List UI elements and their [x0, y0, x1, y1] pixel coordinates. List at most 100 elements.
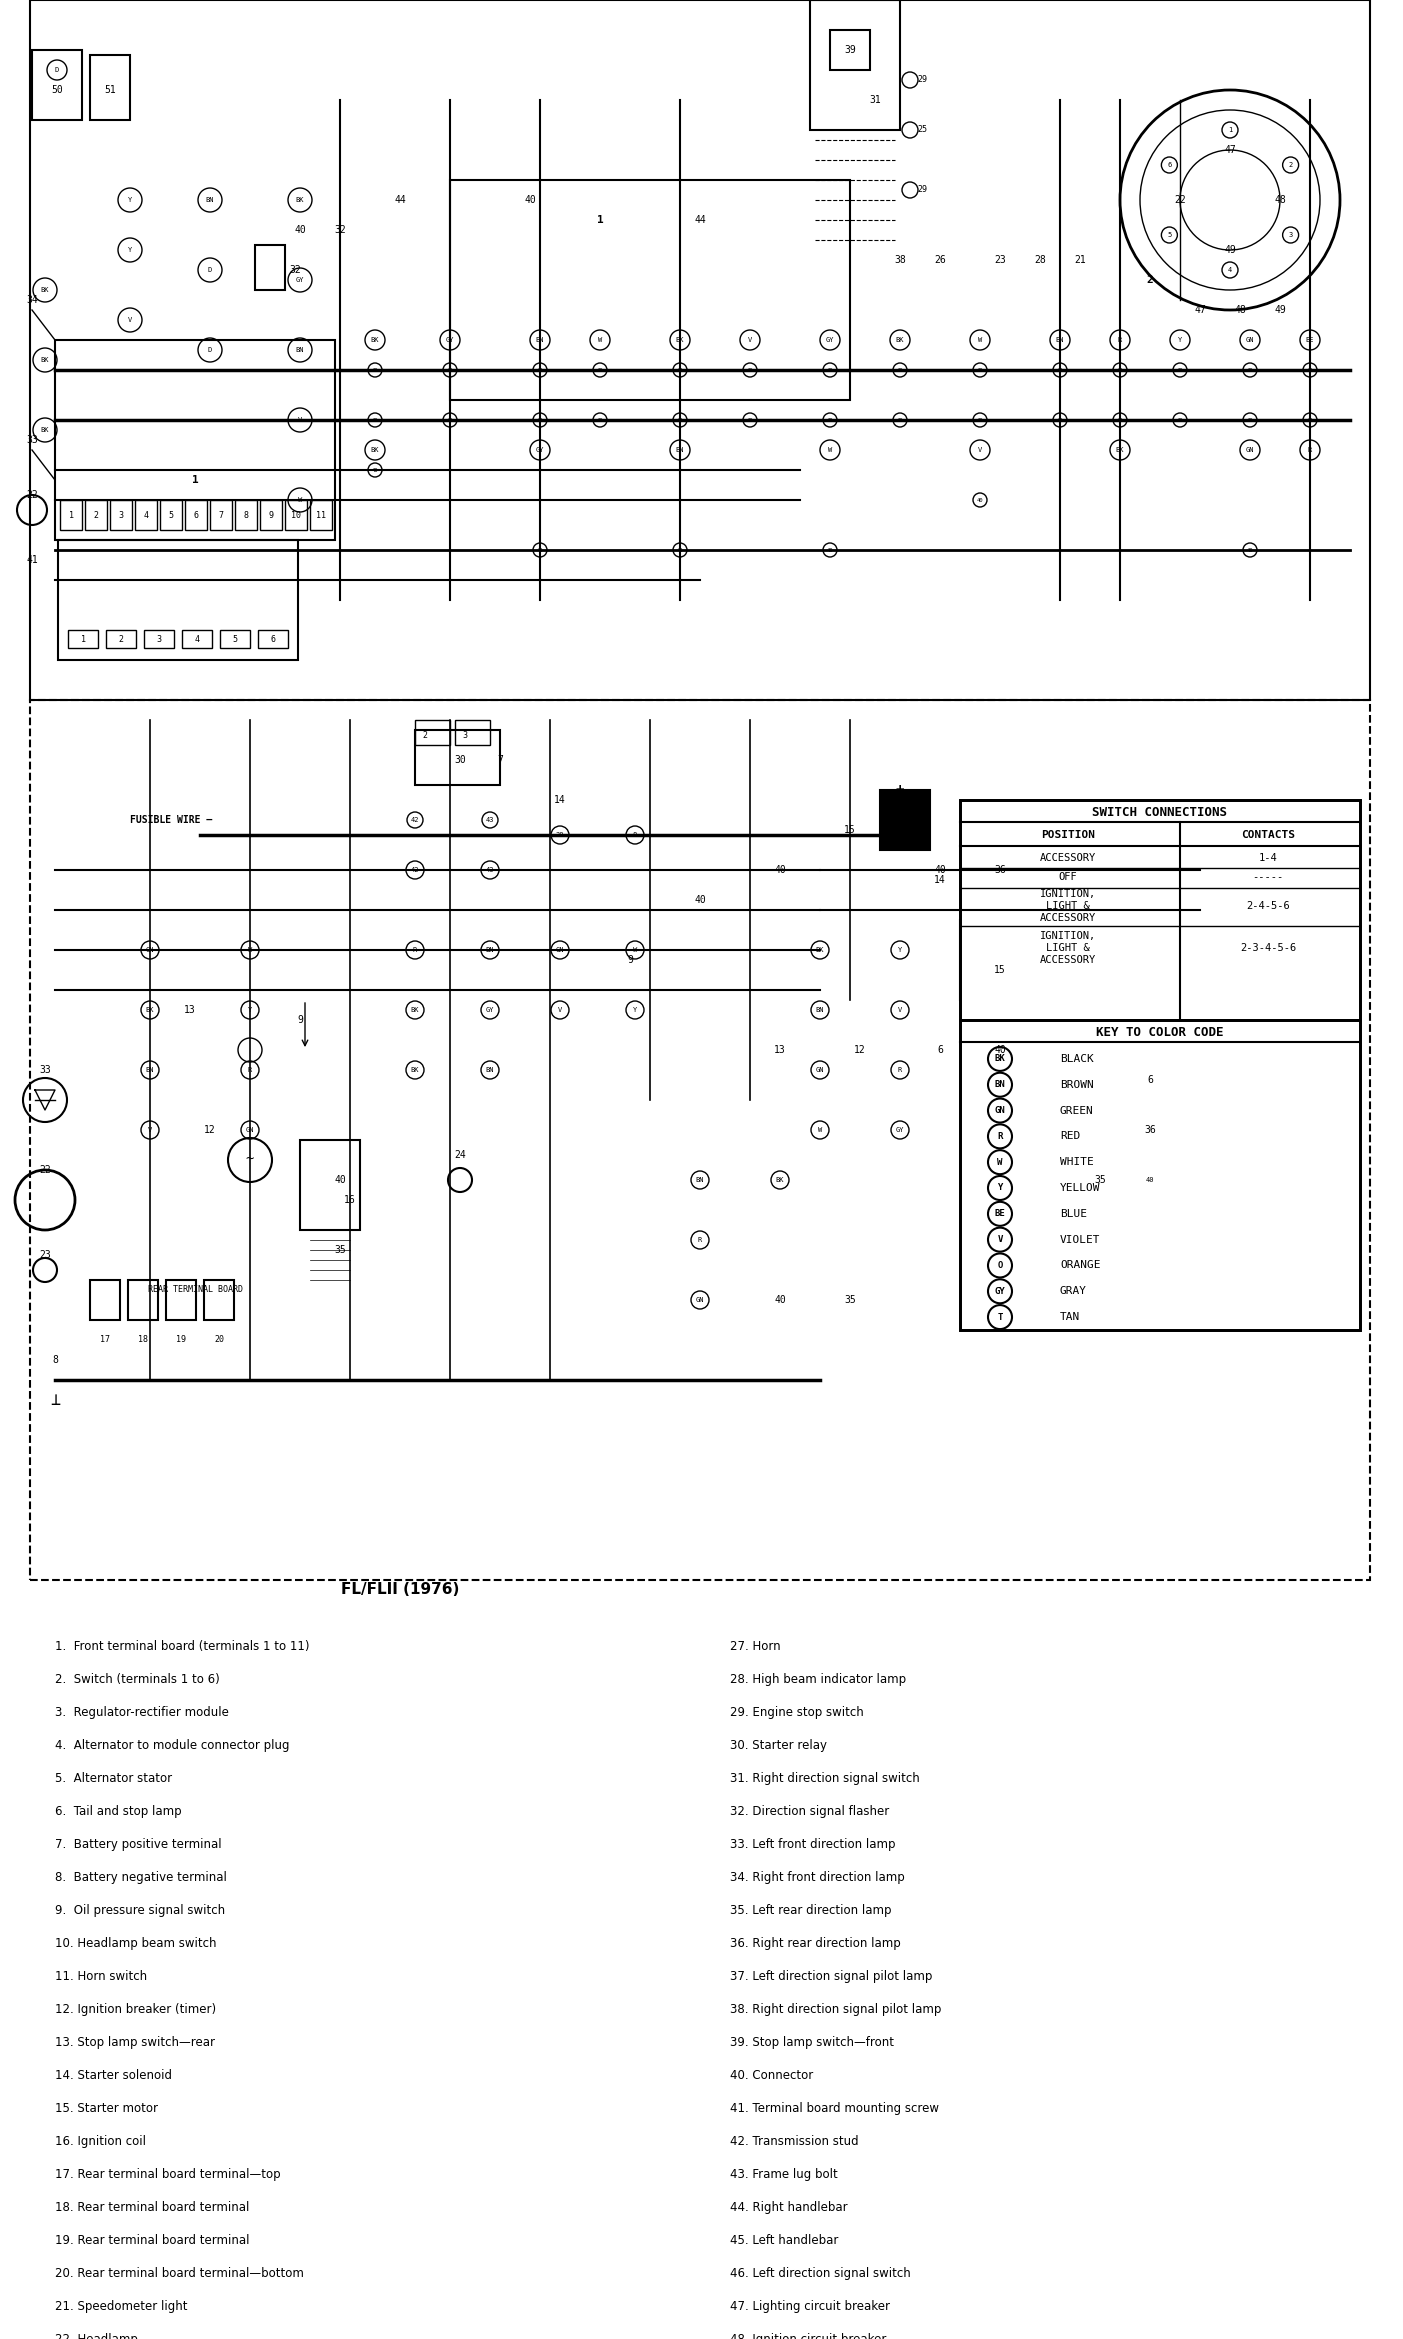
Text: BN: BN — [676, 447, 685, 454]
Text: 35. Left rear direction lamp: 35. Left rear direction lamp — [730, 1904, 891, 1918]
Text: 37. Left direction signal pilot lamp: 37. Left direction signal pilot lamp — [730, 1969, 933, 1983]
Text: 5: 5 — [1167, 232, 1172, 239]
Text: 9: 9 — [297, 1015, 303, 1024]
Text: 9: 9 — [268, 510, 274, 519]
Text: 43. Frame lug bolt: 43. Frame lug bolt — [730, 2168, 838, 2180]
Text: 6: 6 — [271, 636, 275, 646]
Text: 40: 40 — [596, 416, 603, 423]
Text: 32: 32 — [289, 264, 300, 276]
Text: 40: 40 — [897, 416, 904, 423]
Text: 40: 40 — [446, 367, 453, 372]
Text: -----: ----- — [1253, 872, 1284, 882]
Text: 35: 35 — [845, 1296, 856, 1305]
Text: 33: 33 — [39, 1064, 51, 1076]
Text: Y: Y — [128, 248, 132, 253]
Bar — [455, 720, 490, 746]
Text: BN: BN — [296, 346, 304, 353]
Text: 32. Direction signal flasher: 32. Direction signal flasher — [730, 1806, 890, 1817]
Text: 26: 26 — [934, 255, 946, 264]
Text: 12. Ignition breaker (timer): 12. Ignition breaker (timer) — [55, 2002, 216, 2016]
Bar — [960, 800, 1360, 1020]
Bar — [260, 501, 282, 531]
Text: 7.  Battery positive terminal: 7. Battery positive terminal — [55, 1838, 222, 1850]
Bar — [960, 919, 1030, 1001]
Text: 51: 51 — [104, 84, 116, 96]
Text: GY: GY — [446, 337, 455, 344]
Text: 14: 14 — [934, 875, 946, 884]
Text: 40: 40 — [1247, 547, 1253, 552]
Text: 20: 20 — [215, 1336, 224, 1345]
Text: 50: 50 — [51, 84, 63, 96]
Text: BK: BK — [411, 1008, 419, 1013]
Text: 29: 29 — [918, 185, 927, 194]
Text: GN: GN — [815, 1067, 824, 1074]
Text: FL/FLII (1976): FL/FLII (1976) — [341, 1584, 459, 1598]
Bar — [810, 0, 899, 131]
Text: 40: 40 — [372, 416, 379, 423]
Text: 11: 11 — [316, 510, 325, 519]
Bar — [234, 501, 257, 531]
Text: TAN: TAN — [1061, 1312, 1080, 1322]
Text: 8: 8 — [633, 833, 637, 837]
Bar — [210, 501, 231, 531]
Text: 8: 8 — [52, 1354, 58, 1366]
Text: 17: 17 — [100, 1336, 109, 1345]
Text: 40: 40 — [934, 865, 946, 875]
Text: 20. Rear terminal board terminal—bottom: 20. Rear terminal board terminal—bottom — [55, 2266, 304, 2281]
Text: 22. Headlamp: 22. Headlamp — [55, 2332, 137, 2339]
Text: W: W — [978, 337, 982, 344]
Text: 2.  Switch (terminals 1 to 6): 2. Switch (terminals 1 to 6) — [55, 1672, 220, 1686]
Text: 40: 40 — [1247, 416, 1253, 423]
Text: 31. Right direction signal switch: 31. Right direction signal switch — [730, 1773, 920, 1785]
Text: BN: BN — [206, 196, 215, 203]
Text: 7: 7 — [219, 510, 223, 519]
Text: 15: 15 — [995, 966, 1006, 975]
Text: W: W — [598, 337, 602, 344]
Text: 36: 36 — [995, 865, 1006, 875]
Text: 5.  Alternator stator: 5. Alternator stator — [55, 1773, 173, 1785]
Text: 6: 6 — [1148, 1076, 1153, 1085]
Bar — [182, 629, 212, 648]
Text: POSITION: POSITION — [1041, 830, 1094, 840]
Text: 25: 25 — [918, 126, 927, 136]
Bar — [310, 501, 333, 531]
Text: 42: 42 — [411, 868, 419, 872]
Text: BN: BN — [696, 1177, 704, 1184]
Text: 34. Right front direction lamp: 34. Right front direction lamp — [730, 1871, 905, 1883]
Bar — [960, 1020, 1360, 1331]
Text: 40: 40 — [897, 367, 904, 372]
Text: BK: BK — [370, 337, 379, 344]
Text: 7: 7 — [918, 814, 923, 826]
Text: 4: 4 — [1228, 267, 1232, 274]
Text: 5: 5 — [233, 636, 237, 646]
Text: R: R — [1118, 337, 1122, 344]
Text: W: W — [297, 496, 302, 503]
Text: V: V — [748, 337, 752, 344]
Text: BK: BK — [815, 947, 824, 952]
Text: 38. Right direction signal pilot lamp: 38. Right direction signal pilot lamp — [730, 2002, 941, 2016]
Text: 12: 12 — [203, 1125, 216, 1134]
Text: 44. Right handlebar: 44. Right handlebar — [730, 2201, 847, 2215]
Text: RED: RED — [1061, 1132, 1080, 1141]
Text: 1: 1 — [80, 636, 86, 646]
Text: 16. Ignition coil: 16. Ignition coil — [55, 2136, 146, 2147]
Bar — [160, 501, 182, 531]
Bar — [32, 49, 81, 119]
Text: SWITCH CONNECTIONS: SWITCH CONNECTIONS — [1093, 805, 1228, 819]
Text: 9: 9 — [627, 954, 633, 966]
Text: 40: 40 — [774, 865, 786, 875]
Text: 9.  Oil pressure signal switch: 9. Oil pressure signal switch — [55, 1904, 224, 1918]
Text: BN: BN — [485, 1067, 494, 1074]
Text: BN: BN — [146, 1067, 154, 1074]
Bar — [29, 0, 1369, 699]
Bar — [145, 629, 174, 648]
Text: 13: 13 — [184, 1006, 196, 1015]
Text: 6: 6 — [194, 510, 198, 519]
Text: GRAY: GRAY — [1061, 1286, 1087, 1296]
Text: BN: BN — [815, 1008, 824, 1013]
Text: 40: 40 — [596, 367, 603, 372]
Text: 2: 2 — [1146, 276, 1153, 285]
Text: 40: 40 — [826, 416, 833, 423]
Text: 40: 40 — [976, 498, 984, 503]
Text: D: D — [208, 267, 212, 274]
